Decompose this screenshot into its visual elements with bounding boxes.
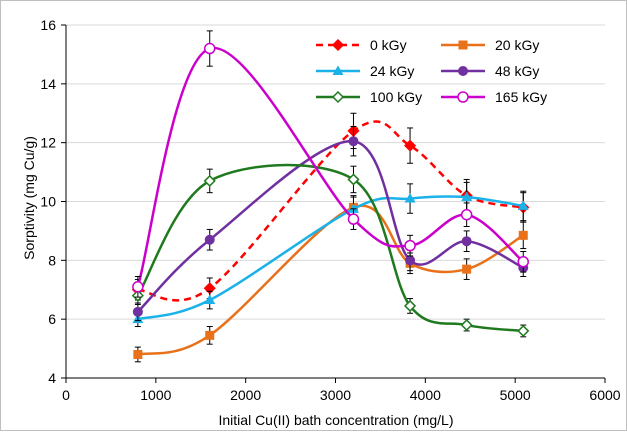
legend-marker [332,65,344,75]
x-tick-label: 0 [62,387,70,403]
data-point [348,136,359,147]
data-point [462,264,472,274]
data-point [133,349,143,359]
legend-label: 20 kGy [495,37,539,53]
data-point [132,306,143,317]
data-point [132,281,144,293]
y-tick-label: 12 [40,135,56,151]
x-tick-label: 3000 [320,387,351,403]
data-point [461,236,472,247]
data-point [404,239,416,252]
data-point [460,208,473,221]
y-tick-label: 16 [40,17,56,33]
legend-entry: 0 kGy [316,37,407,53]
legend-marker [457,91,469,103]
data-point [347,213,360,225]
series-4 [131,163,530,338]
x-tick-label: 4000 [410,387,441,403]
data-point [404,193,416,203]
data-point [205,330,215,340]
data-point [460,318,473,332]
x-tick-label: 2000 [230,387,261,403]
legend-entry: 24 kGy [316,63,414,79]
x-tick-label: 6000 [589,387,620,403]
data-point [517,256,530,268]
legend-label: 100 kGy [370,89,422,105]
y-tick-label: 4 [48,370,56,386]
data-point [203,42,216,55]
data-point [347,203,359,213]
x-tick-label: 1000 [140,387,171,403]
legend-entry: 20 kGy [441,37,539,53]
legend-entry: 48 kGy [441,63,539,79]
legend-marker [331,38,345,52]
data-point [518,230,528,240]
legend-label: 48 kGy [495,63,539,79]
legend-label: 0 kGy [370,37,407,53]
axis-layer: 4 6 8 10 12 14 16 0 1000 2000 3000 4000 5000 6000 [40,17,620,403]
legend-marker [331,90,345,104]
legend: 0 kGy 20 kGy 24 kGy 48 kGy 100 kGy 165 kGy [316,37,547,105]
legend-label: 165 kGy [495,89,547,105]
data-point [204,294,216,305]
series-5 [132,30,530,298]
data-point [517,200,529,210]
y-tick-label: 8 [48,252,56,268]
x-axis-label: Initial Cu(II) bath concentration (mg/L) [219,412,454,428]
data-point [404,139,417,152]
legend-marker [458,66,468,76]
y-axis-label: Sorptivity (mg Cu/g) [21,136,37,260]
data-point [203,174,216,187]
y-tick-label: 14 [40,76,56,92]
legend-entry: 100 kGy [316,89,422,105]
series-layer [131,30,530,363]
data-point [405,255,416,266]
y-tick-label: 6 [48,311,56,327]
data-point [517,324,530,337]
data-point [347,173,360,186]
legend-label: 24 kGy [370,63,414,79]
data-point [404,299,417,312]
data-point [461,191,473,202]
legend-marker [458,40,468,50]
y-tick-label: 10 [40,194,56,210]
data-point [204,234,215,245]
x-tick-label: 5000 [500,387,531,403]
legend-entry: 165 kGy [441,89,547,105]
